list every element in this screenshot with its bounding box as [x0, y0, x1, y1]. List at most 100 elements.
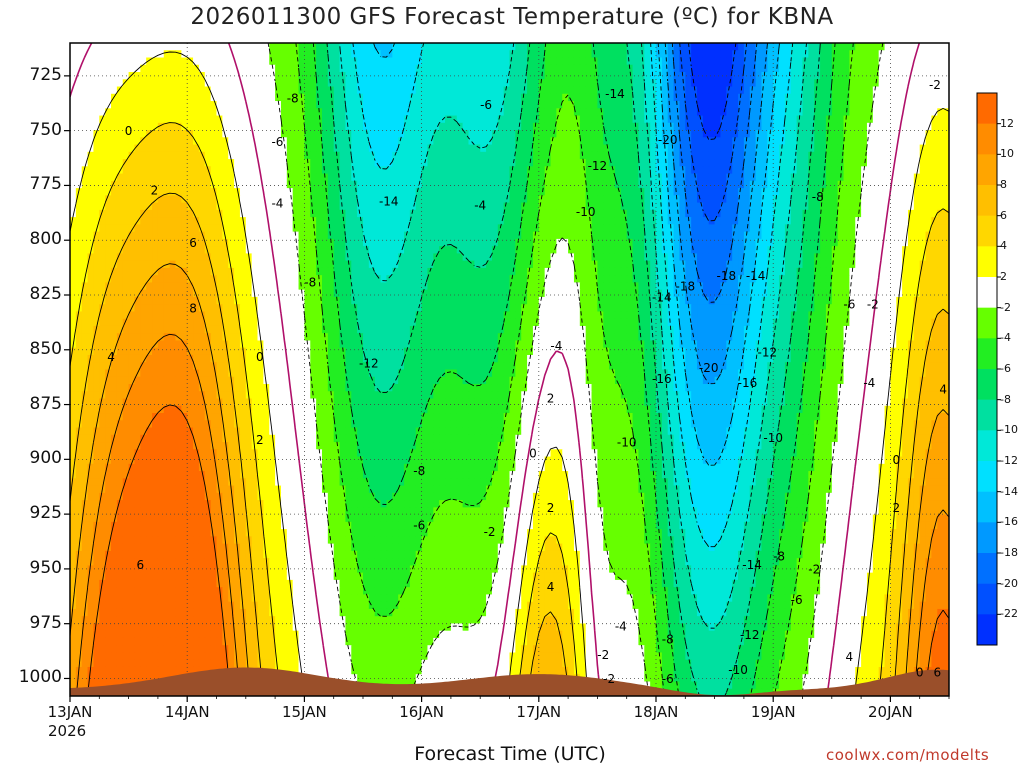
- temperature-cell: [234, 260, 241, 269]
- temperature-cell: [169, 275, 177, 284]
- temperature-cell: [837, 137, 845, 146]
- temperature-cell: [374, 173, 382, 182]
- temperature-cell: [521, 72, 528, 80]
- temperature-cell: [568, 130, 575, 138]
- temperature-cell: [239, 137, 247, 146]
- temperature-cell: [409, 144, 417, 153]
- temperature-cell: [157, 101, 165, 109]
- temperature-cell: [825, 43, 833, 51]
- temperature-cell: [152, 180, 159, 189]
- temperature-cell: [187, 151, 194, 160]
- temperature-cell: [421, 108, 429, 117]
- temperature-cell: [614, 115, 622, 124]
- temperature-cell: [415, 86, 423, 95]
- temperature-cell: [81, 64, 89, 73]
- temperature-cell: [802, 108, 809, 117]
- temperature-cell: [374, 64, 382, 73]
- temperature-cell: [491, 122, 499, 131]
- temperature-cell: [896, 79, 903, 88]
- temperature-cell: [866, 151, 874, 160]
- temperature-cell: [708, 209, 716, 218]
- temperature-cell: [802, 64, 809, 73]
- temperature-cell: [667, 86, 675, 95]
- temperature-cell: [656, 137, 663, 146]
- temperature-cell: [562, 224, 569, 233]
- temperature-cell: [486, 246, 493, 255]
- temperature-cell: [380, 275, 388, 284]
- temperature-cell: [884, 195, 891, 204]
- temperature-cell: [468, 130, 475, 138]
- temperature-cell: [849, 72, 856, 80]
- temperature-cell: [445, 122, 452, 131]
- temperature-cell: [216, 260, 223, 269]
- temperature-cell: [134, 50, 141, 59]
- temperature-cell: [878, 50, 886, 59]
- temperature-cell: [650, 253, 657, 262]
- temperature-cell: [157, 115, 165, 124]
- temperature-cell: [450, 50, 458, 59]
- temperature-cell: [761, 231, 768, 240]
- temperature-cell: [175, 180, 182, 189]
- temperature-cell: [497, 173, 505, 182]
- temperature-cell: [802, 130, 809, 138]
- temperature-cell: [779, 188, 786, 196]
- temperature-cell: [234, 79, 241, 88]
- temperature-cell: [357, 50, 364, 59]
- temperature-cell: [925, 130, 933, 138]
- temperature-cell: [169, 180, 177, 189]
- temperature-cell: [439, 122, 446, 131]
- temperature-cell: [304, 180, 311, 189]
- temperature-cell: [925, 115, 933, 124]
- temperature-cell: [140, 108, 147, 117]
- temperature-cell: [943, 217, 949, 225]
- temperature-cell: [866, 122, 874, 131]
- temperature-cell: [99, 86, 106, 95]
- temperature-cell: [210, 202, 218, 211]
- temperature-cell: [802, 137, 809, 146]
- temperature-cell: [866, 86, 874, 95]
- temperature-cell: [474, 224, 481, 233]
- temperature-cell: [796, 50, 804, 59]
- temperature-cell: [614, 50, 622, 59]
- temperature-cell: [802, 122, 809, 131]
- temperature-cell: [251, 93, 259, 102]
- temperature-cell: [480, 231, 487, 240]
- temperature-cell: [697, 93, 704, 102]
- temperature-cell: [363, 130, 370, 138]
- temperature-cell: [943, 130, 949, 138]
- temperature-cell: [843, 144, 850, 153]
- temperature-cell: [93, 217, 100, 225]
- temperature-cell: [169, 282, 177, 291]
- temperature-cell: [491, 130, 499, 138]
- temperature-cell: [767, 173, 774, 182]
- temperature-cell: [181, 72, 188, 80]
- temperature-cell: [761, 159, 768, 167]
- temperature-cell: [234, 101, 241, 109]
- temperature-cell: [421, 238, 429, 247]
- temperature-cell: [404, 57, 411, 66]
- temperature-cell: [152, 144, 159, 153]
- temperature-cell: [544, 130, 552, 138]
- temperature-cell: [503, 86, 511, 95]
- temperature-cell: [907, 93, 915, 102]
- temperature-cell: [286, 282, 294, 291]
- temperature-cell: [316, 72, 323, 80]
- temperature-cell: [609, 159, 616, 167]
- temperature-cell: [146, 144, 153, 153]
- temperature-cell: [790, 115, 798, 124]
- temperature-cell: [743, 93, 751, 102]
- temperature-cell: [767, 253, 774, 262]
- temperature-cell: [157, 195, 165, 204]
- temperature-cell: [245, 238, 253, 247]
- temperature-cell: [497, 180, 505, 189]
- temperature-cell: [884, 130, 891, 138]
- temperature-cell: [251, 57, 259, 66]
- temperature-cell: [339, 202, 347, 211]
- temperature-cell: [134, 275, 141, 284]
- temperature-cell: [814, 238, 821, 247]
- temperature-cell: [134, 122, 141, 131]
- temperature-cell: [843, 224, 850, 233]
- temperature-cell: [937, 267, 944, 276]
- temperature-cell: [386, 195, 393, 204]
- temperature-cell: [691, 115, 698, 124]
